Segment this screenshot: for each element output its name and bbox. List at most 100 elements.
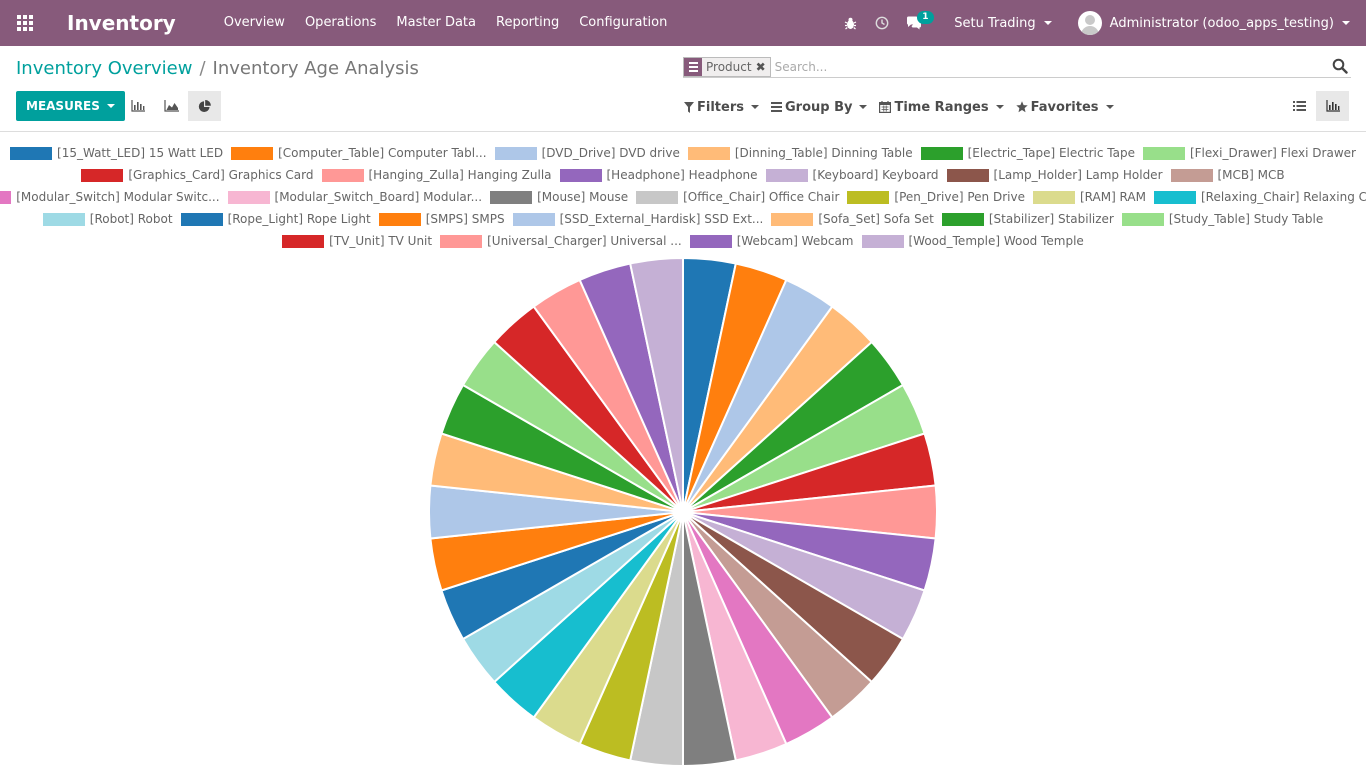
caret-down-icon — [859, 105, 868, 109]
measures-label: MEASURES — [26, 99, 100, 113]
legend-item[interactable]: [Universal_Charger] Universal ... — [440, 234, 682, 248]
legend-item[interactable]: [Electric_Tape] Electric Tape — [920, 146, 1135, 160]
time-ranges-dropdown[interactable]: Time Ranges — [879, 100, 1004, 115]
legend-item[interactable]: [Pen_Drive] Pen Drive — [847, 190, 1025, 204]
legend-swatch — [559, 168, 602, 182]
legend-label: [Hanging_Zulla] Hanging Zulla — [368, 168, 552, 182]
breadcrumb-inventory-overview[interactable]: Inventory Overview — [16, 58, 193, 79]
legend-label: [Robot] Robot — [89, 212, 173, 226]
legend-label: [Dinning_Table] Dinning Table — [734, 146, 913, 160]
filters-label: Filters — [697, 99, 744, 115]
search-bar: Product ✖ — [683, 56, 1351, 78]
search-options: Filters Group By Time Ranges Favorites — [684, 98, 1126, 116]
legend-label: [Wood_Temple] Wood Temple — [908, 234, 1084, 248]
legend-item[interactable]: [SSD_External_Hardisk] SSD Ext... — [512, 212, 764, 226]
chat-badge: 1 — [917, 11, 934, 24]
legend-label: [RAM] RAM — [1079, 190, 1146, 204]
legend-label: [Webcam] Webcam — [736, 234, 854, 248]
legend-item[interactable]: [Headphone] Headphone — [559, 168, 758, 182]
legend-item[interactable]: [Webcam] Webcam — [689, 234, 854, 248]
legend-swatch — [180, 212, 223, 226]
bar-chart-icon — [1325, 100, 1340, 112]
menu-configuration[interactable]: Configuration — [579, 15, 668, 30]
legend-item[interactable]: [Modular_Switch_Board] Modular... — [227, 190, 483, 204]
legend-swatch — [765, 168, 808, 182]
menu-master-data[interactable]: Master Data — [396, 15, 476, 30]
legend-item[interactable]: [Computer_Table] Computer Tabl... — [231, 146, 487, 160]
legend-label: [15_Watt_LED] 15 Watt LED — [57, 146, 224, 160]
menu-reporting[interactable]: Reporting — [496, 15, 560, 30]
legend-swatch — [1032, 190, 1075, 204]
graph-view-button[interactable] — [1316, 91, 1349, 121]
chat-icon[interactable]: 1 — [898, 0, 934, 46]
legend-item[interactable]: [Lamp_Holder] Lamp Holder — [946, 168, 1163, 182]
pie-chart-mode-button[interactable] — [188, 91, 221, 121]
legend-item[interactable]: [Relaxing_Chair] Relaxing Chai... — [1153, 190, 1366, 204]
legend-label: [Relaxing_Chair] Relaxing Chai... — [1200, 190, 1366, 204]
legend-item[interactable]: [Hanging_Zulla] Hanging Zulla — [321, 168, 552, 182]
menu-operations[interactable]: Operations — [304, 15, 377, 30]
legend-item[interactable]: [Keyboard] Keyboard — [765, 168, 939, 182]
legend-item[interactable]: [Stabilizer] Stabilizer — [941, 212, 1114, 226]
company-switcher[interactable]: Setu Trading — [954, 16, 1052, 31]
legend-label: [Graphics_Card] Graphics Card — [128, 168, 314, 182]
legend-item[interactable]: [15_Watt_LED] 15 Watt LED — [10, 146, 223, 160]
legend-label: [Modular_Switch_Board] Modular... — [274, 190, 483, 204]
legend-swatch — [490, 190, 533, 204]
breadcrumb-separator: / — [199, 58, 206, 79]
app-brand[interactable]: Inventory — [67, 11, 176, 35]
legend-row: [15_Watt_LED] 15 Watt LED [Computer_Table… — [0, 142, 1366, 164]
legend-swatch — [1170, 168, 1213, 182]
legend-item[interactable]: [Rope_Light] Rope Light — [180, 212, 371, 226]
apps-menu-icon[interactable] — [0, 0, 50, 46]
legend-item[interactable]: [Modular_Switch] Modular Switc... — [0, 190, 220, 204]
legend-swatch — [1121, 212, 1164, 226]
group-by-label: Group By — [784, 99, 853, 115]
clock-icon[interactable] — [866, 0, 898, 46]
legend-item[interactable]: [MCB] MCB — [1170, 168, 1285, 182]
remove-facet-icon[interactable]: ✖ — [755, 57, 770, 76]
legend-item[interactable]: [Dinning_Table] Dinning Table — [687, 146, 913, 160]
legend-item[interactable]: [DVD_Drive] DVD drive — [494, 146, 680, 160]
legend-swatch — [440, 234, 483, 248]
bar-chart-mode-button[interactable] — [121, 91, 154, 121]
legend-item[interactable]: [RAM] RAM — [1032, 190, 1146, 204]
line-chart-mode-button[interactable] — [155, 91, 188, 121]
legend-label: [Headphone] Headphone — [606, 168, 758, 182]
favorites-dropdown[interactable]: Favorites — [1015, 100, 1114, 115]
legend-swatch — [636, 190, 679, 204]
legend-item[interactable]: [Graphics_Card] Graphics Card — [81, 168, 314, 182]
legend-item[interactable]: [Study_Table] Study Table — [1121, 212, 1323, 226]
group-by-dropdown[interactable]: Group By — [770, 99, 868, 115]
legend-item[interactable]: [Mouse] Mouse — [490, 190, 628, 204]
legend-swatch — [920, 146, 963, 160]
legend-item[interactable]: [Robot] Robot — [42, 212, 173, 226]
legend-swatch — [81, 168, 124, 182]
group-by-facet-icon — [684, 57, 702, 76]
bug-icon[interactable] — [834, 0, 866, 46]
legend-label: [Stabilizer] Stabilizer — [988, 212, 1114, 226]
legend-item[interactable]: [Flexi_Drawer] Flexi Drawer — [1142, 146, 1356, 160]
legend-item[interactable]: [Office_Chair] Office Chair — [636, 190, 839, 204]
bars-icon — [770, 102, 782, 112]
filter-icon — [684, 101, 694, 113]
legend-swatch — [494, 146, 537, 160]
measures-button[interactable]: MEASURES — [16, 91, 125, 121]
legend-label: [Keyboard] Keyboard — [812, 168, 939, 182]
legend-item[interactable]: [Wood_Temple] Wood Temple — [861, 234, 1084, 248]
legend-label: [SSD_External_Hardisk] SSD Ext... — [559, 212, 764, 226]
filters-dropdown[interactable]: Filters — [684, 100, 759, 115]
menu-overview[interactable]: Overview — [223, 15, 285, 30]
search-icon[interactable] — [1332, 58, 1350, 76]
pie-slice[interactable] — [629, 256, 684, 513]
main-navbar: Inventory Overview Operations Master Dat… — [0, 0, 1366, 46]
legend-item[interactable]: [TV_Unit] TV Unit — [282, 234, 432, 248]
legend-swatch — [946, 168, 989, 182]
user-menu[interactable]: Administrator (odoo_apps_testing) — [1077, 11, 1350, 35]
search-input[interactable] — [774, 59, 1332, 74]
legend-swatch — [1153, 190, 1196, 204]
legend-item[interactable]: [SMPS] SMPS — [378, 212, 505, 226]
list-view-button[interactable] — [1283, 91, 1316, 121]
user-name: Administrator (odoo_apps_testing) — [1109, 15, 1334, 31]
legend-item[interactable]: [Sofa_Set] Sofa Set — [771, 212, 934, 226]
